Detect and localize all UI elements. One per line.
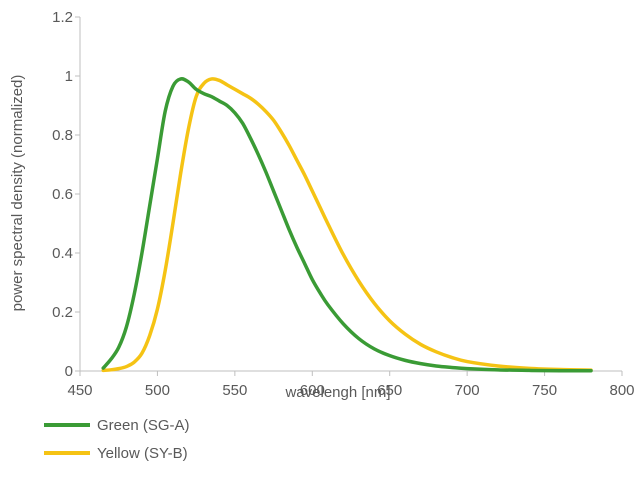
x-axis-label: wavelengh [nm] [284, 384, 390, 401]
chart-series [101, 77, 593, 373]
y-tick-label: 0.2 [52, 304, 73, 321]
y-tick-label: 1 [65, 68, 73, 85]
y-tick-label: 0.8 [52, 127, 73, 144]
x-tick-label: 500 [145, 382, 170, 399]
x-tick-label: 700 [455, 382, 480, 399]
legend-label-green: Green (SG-A) [97, 417, 190, 434]
x-tick-label: 450 [67, 382, 92, 399]
chart-legend: Green (SG-A) Yellow (SY-B) [44, 417, 190, 462]
y-tick-label: 1.2 [52, 9, 73, 26]
x-tick-label: 800 [609, 382, 634, 399]
y-axis-label: power spectral density (normalized) [9, 75, 26, 312]
series-line-yellow [101, 77, 593, 373]
x-tick-label: 600 [300, 382, 325, 399]
series-line-green [101, 77, 593, 373]
x-tick-label: 550 [222, 382, 247, 399]
x-tick-label: 650 [377, 382, 402, 399]
legend-label-yellow: Yellow (SY-B) [97, 445, 188, 462]
y-tick-label: 0 [65, 363, 73, 380]
y-tick-label: 0.6 [52, 186, 73, 203]
chart-labels: wavelengh [nm] power spectral density (n… [9, 75, 391, 401]
y-tick-label: 0.4 [52, 245, 73, 262]
x-tick-label: 750 [532, 382, 557, 399]
chart-axes: 0 0.2 0.4 0.6 0.8 1 1.2 450 500 550 600 650 700 750 80… [52, 9, 634, 399]
